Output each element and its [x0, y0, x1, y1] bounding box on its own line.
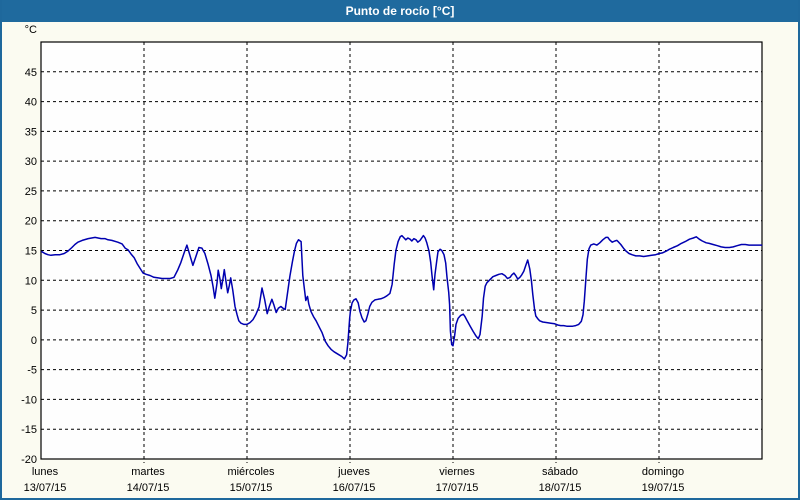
y-tick-label: 20: [25, 216, 37, 228]
x-weekday-label: jueves: [337, 466, 370, 478]
y-tick-label: -20: [21, 454, 37, 466]
x-weekday-label: viernes: [439, 466, 475, 478]
x-weekday-label: lunes: [32, 466, 59, 478]
chart-area: 45 40 35 30 25 20 15 10 5 0 -5 -10 -15 -20 °C lunes 13/0…: [2, 22, 798, 498]
x-weekday-label: domingo: [642, 466, 684, 478]
x-date-label: 16/07/15: [333, 482, 376, 494]
dew-point-line-chart: 45 40 35 30 25 20 15 10 5 0 -5 -10 -15 -20 °C lunes 13/0…: [21, 24, 763, 494]
x-weekday-label: sábado: [542, 466, 578, 478]
y-tick-label: 5: [31, 305, 37, 317]
chart-title-bar: Punto de rocío [°C]: [2, 0, 798, 22]
x-date-label: 17/07/15: [436, 482, 479, 494]
x-date-label: 13/07/15: [24, 482, 67, 494]
x-date-label: 18/07/15: [539, 482, 582, 494]
x-date-label: 15/07/15: [230, 482, 273, 494]
y-tick-label: 35: [25, 126, 37, 138]
plot-border: [40, 41, 763, 460]
y-tick-label: 0: [31, 335, 37, 347]
x-weekday-label: martes: [131, 466, 165, 478]
y-tick-label: 30: [25, 156, 37, 168]
y-tick-label: -15: [21, 424, 37, 436]
y-tick-label: 25: [25, 186, 37, 198]
x-date-label: 19/07/15: [642, 482, 685, 494]
y-tick-label: 40: [25, 97, 37, 109]
chart-title: Punto de rocío [°C]: [345, 4, 455, 18]
x-weekday-label: miércoles: [227, 466, 275, 478]
y-tick-label: 45: [25, 67, 37, 79]
y-unit-label: °C: [25, 24, 37, 36]
y-tick-label: 10: [25, 275, 37, 287]
x-date-label: 14/07/15: [127, 482, 170, 494]
series-line: [41, 234, 763, 360]
y-tick-label: 15: [25, 246, 37, 258]
y-tick-label: -5: [27, 365, 37, 377]
y-tick-label: -10: [21, 394, 37, 406]
